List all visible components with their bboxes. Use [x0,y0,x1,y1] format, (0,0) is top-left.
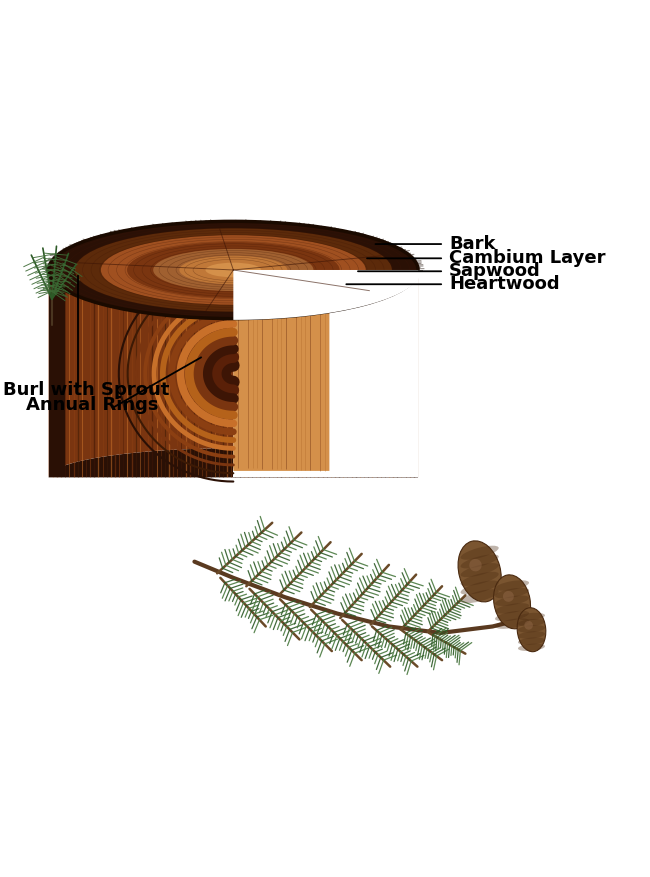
Polygon shape [402,270,418,477]
Text: Burl with Sprout: Burl with Sprout [3,381,170,399]
Ellipse shape [518,613,545,620]
Ellipse shape [458,541,501,602]
Polygon shape [49,448,418,477]
Ellipse shape [469,559,482,572]
Ellipse shape [153,249,313,291]
Ellipse shape [518,638,545,645]
Polygon shape [233,271,418,477]
Ellipse shape [461,554,499,568]
Ellipse shape [495,603,529,614]
Ellipse shape [503,591,514,602]
Ellipse shape [495,595,529,606]
Ellipse shape [518,631,545,638]
Ellipse shape [518,644,545,651]
Ellipse shape [495,588,529,598]
Polygon shape [49,270,65,477]
Ellipse shape [493,574,530,629]
Ellipse shape [75,228,392,311]
Polygon shape [233,270,421,320]
Text: Heartwood: Heartwood [449,275,560,293]
Ellipse shape [525,621,533,630]
Ellipse shape [518,625,545,632]
Polygon shape [49,221,418,477]
Ellipse shape [101,235,366,305]
Ellipse shape [461,572,499,586]
Ellipse shape [461,545,499,560]
Polygon shape [233,270,418,318]
Ellipse shape [518,619,545,626]
Text: Annual Rings: Annual Rings [26,396,159,414]
Text: Sapwood: Sapwood [449,262,541,281]
Text: Cambium Layer: Cambium Layer [449,249,606,267]
Ellipse shape [461,563,499,577]
Ellipse shape [517,608,546,652]
Ellipse shape [179,256,287,284]
Ellipse shape [495,610,529,621]
Ellipse shape [461,589,499,603]
Ellipse shape [127,242,339,298]
Ellipse shape [461,581,499,595]
Ellipse shape [495,618,529,629]
Ellipse shape [205,262,261,277]
Text: Bark: Bark [449,235,496,253]
Ellipse shape [495,581,529,591]
Polygon shape [233,274,330,471]
Ellipse shape [49,221,418,318]
